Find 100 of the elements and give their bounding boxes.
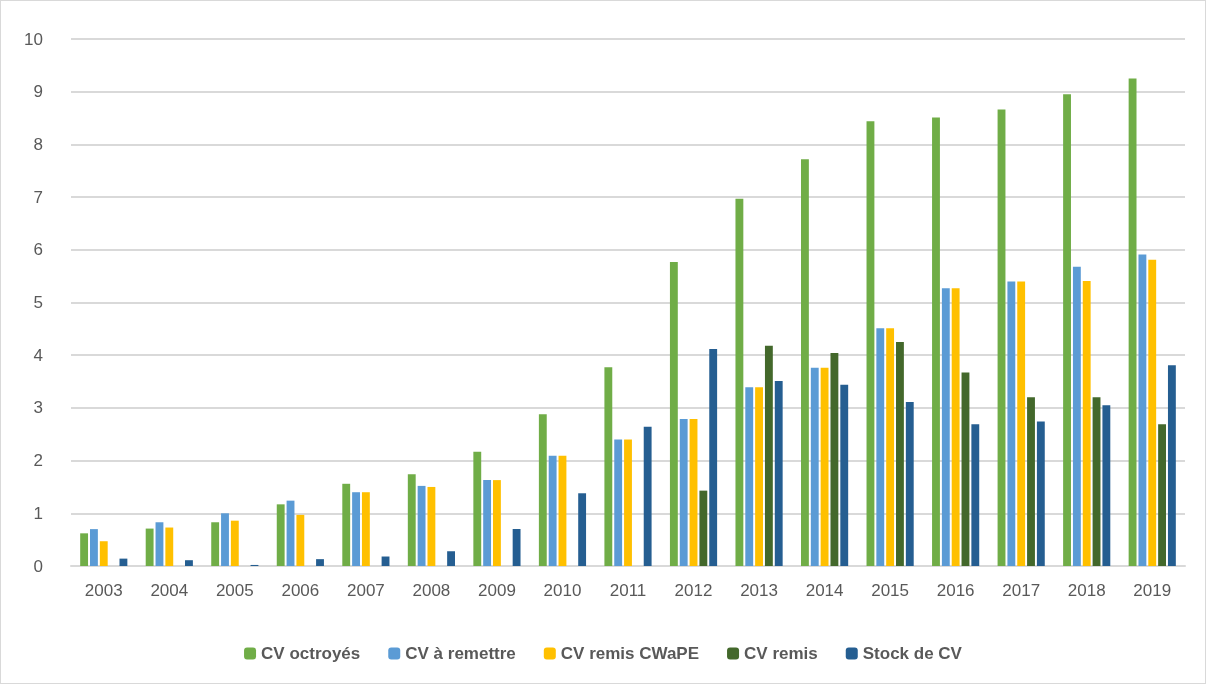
bar [604,367,613,566]
y-tick-label: 9 [33,82,43,102]
bar [1007,281,1016,566]
bar [548,455,557,566]
bar [1128,78,1137,566]
x-tick-label: 2012 [674,581,713,600]
bar [951,288,960,566]
bar [211,522,220,566]
bar [745,387,754,566]
bar [755,387,763,566]
bar [90,529,98,566]
bar [352,492,360,566]
bar [896,342,904,566]
bar [643,426,652,566]
bar [1102,405,1111,566]
bar [1082,280,1091,566]
x-tick-label: 2018 [1067,581,1106,600]
bar [578,493,587,566]
bar [709,348,718,566]
bar [886,328,895,566]
legend-label: CV remis CWaPE [560,644,700,663]
bar [1158,424,1166,566]
x-tick-label: 2006 [281,581,320,600]
x-tick-label: 2017 [1002,581,1041,600]
y-tick-label: 8 [33,134,43,154]
bar [119,558,128,566]
bar [820,367,829,566]
bar [774,381,783,566]
x-tick-label: 2010 [543,581,582,600]
bar [538,414,547,566]
x-tick-label: 2019 [1133,581,1172,600]
bar [165,527,174,566]
y-tick-label: 2 [33,451,43,471]
bar [679,418,688,566]
x-tick-label: 2007 [346,581,385,600]
bar [473,451,482,566]
bar [417,485,426,566]
bar [1138,254,1147,566]
y-tick-label: 5 [33,293,43,312]
x-tick-label: 2008 [412,581,451,600]
bar [614,439,623,566]
legend-label: Stock de CV [862,644,963,663]
bar [905,402,914,566]
bar [80,533,89,566]
bar [1017,281,1026,566]
bar [221,513,229,566]
bar [810,367,819,566]
bar [764,345,773,566]
x-tick-label: 2009 [478,581,516,600]
y-tick-label: 1 [33,503,43,523]
y-tick-label: 0 [33,556,43,576]
x-tick-label: 2005 [215,581,254,600]
bar [1027,397,1035,566]
bar [876,328,885,566]
bar [941,288,950,566]
bar [840,384,849,566]
x-tick-label: 2014 [805,581,844,600]
bar [342,483,351,566]
bar [735,198,744,566]
x-tick-label: 2011 [609,581,647,600]
bar [427,486,436,566]
bar [1167,365,1176,566]
bar [1063,94,1071,566]
bar [296,514,305,566]
bar [361,492,370,566]
bar [1148,259,1157,566]
y-tick-label: 4 [33,345,43,365]
bar [99,541,108,566]
bar [669,261,678,566]
bar [316,559,324,566]
bar [145,528,154,566]
bar [801,159,809,566]
bar [185,560,193,566]
bar [1036,421,1045,566]
legend-label: CV à remettre [405,644,516,663]
bar [699,490,708,566]
x-tick-label: 2004 [150,581,189,600]
bar [230,520,239,566]
bar [407,474,416,566]
bar [1072,266,1081,566]
bar [155,522,164,566]
legend-label: CV octroyés [261,644,361,663]
y-tick-label: 7 [33,187,43,207]
y-tick-label: 6 [33,240,43,260]
bar [932,117,940,566]
bar [830,353,839,566]
bar [276,504,285,566]
bar [447,551,455,566]
y-tick-label: 10 [24,29,43,49]
bar [493,480,501,566]
bar [971,424,980,566]
bar [483,480,492,566]
bar [512,529,521,566]
legend-label: CV remis [744,644,818,663]
x-tick-label: 2013 [740,581,778,600]
bar [624,439,632,566]
x-tick-label: 2016 [936,581,975,600]
x-tick-label: 2003 [84,581,123,600]
y-tick-label: 3 [33,398,43,418]
x-tick-label: 2015 [871,581,910,600]
